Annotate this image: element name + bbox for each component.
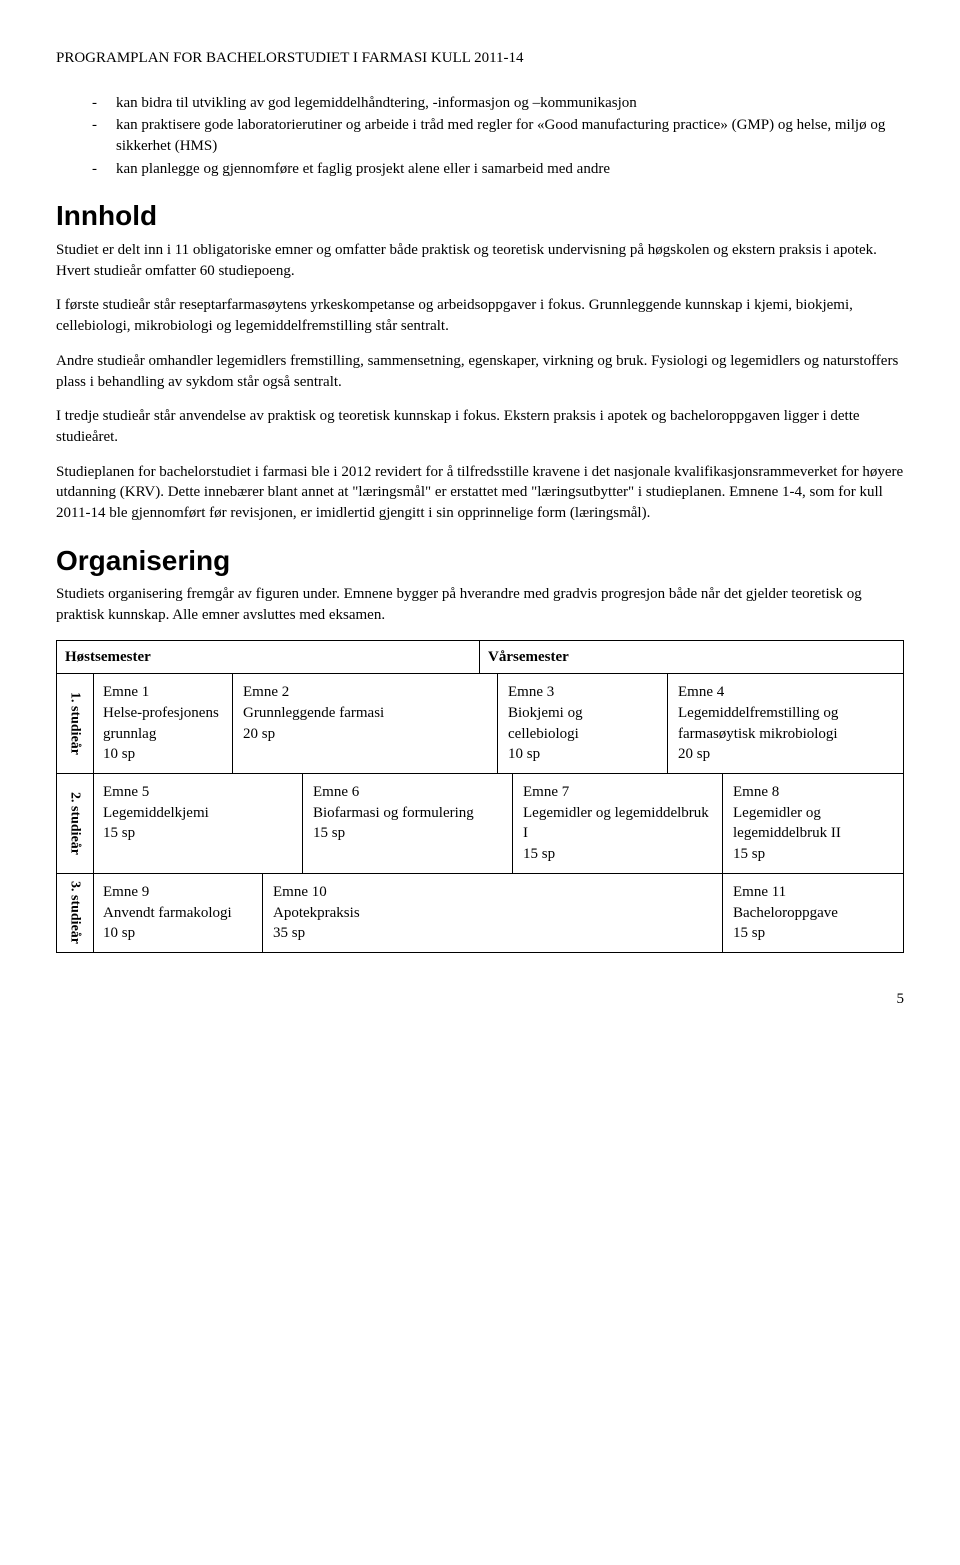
- paragraph: Studiet er delt inn i 11 obligatoriske e…: [56, 240, 904, 281]
- course-cell: Emne 8 Legemidler og legemiddelbruk II 1…: [723, 774, 903, 873]
- course-title: Anvendt farmakologi: [103, 903, 252, 924]
- course-cell: Emne 7 Legemidler og legemiddelbruk I 15…: [513, 774, 723, 873]
- paragraph: I første studieår står reseptarfarmasøyt…: [56, 295, 904, 336]
- course-credits: 20 sp: [678, 744, 893, 765]
- course-number: Emne 9: [103, 882, 252, 903]
- paragraph: Studiets organisering fremgår av figuren…: [56, 584, 904, 625]
- course-cell: Emne 2 Grunnleggende farmasi 20 sp: [233, 674, 498, 773]
- course-cell: Emne 6 Biofarmasi og formulering 15 sp: [303, 774, 513, 873]
- course-title: Grunnleggende farmasi: [243, 703, 487, 724]
- paragraph: I tredje studieår står anvendelse av pra…: [56, 406, 904, 447]
- course-cell: Emne 4 Legemiddelfremstilling og farmasø…: [668, 674, 903, 773]
- study-plan-table: Høstsemester Vårsemester 1. studieår Emn…: [56, 640, 904, 953]
- table-header-cell: Høstsemester: [57, 641, 480, 674]
- course-title: Biofarmasi og formulering: [313, 803, 502, 824]
- course-credits: 10 sp: [103, 923, 252, 944]
- list-item: kan planlegge og gjennomføre et faglig p…: [92, 159, 904, 180]
- course-number: Emne 8: [733, 782, 893, 803]
- table-row: 3. studieår Emne 9 Anvendt farmakologi 1…: [57, 874, 903, 952]
- course-credits: 15 sp: [523, 844, 712, 865]
- course-cell: Emne 9 Anvendt farmakologi 10 sp: [93, 874, 263, 952]
- course-cell: Emne 3 Biokjemi og cellebiologi 10 sp: [498, 674, 668, 773]
- course-number: Emne 2: [243, 682, 487, 703]
- course-credits: 15 sp: [313, 823, 502, 844]
- year-label: 2. studieår: [57, 774, 94, 873]
- course-number: Emne 3: [508, 682, 657, 703]
- course-cell: Emne 5 Legemiddelkjemi 15 sp: [93, 774, 303, 873]
- course-title: Legemiddelkjemi: [103, 803, 292, 824]
- course-number: Emne 11: [733, 882, 893, 903]
- course-credits: 15 sp: [733, 844, 893, 865]
- table-header-cell: Vårsemester: [480, 641, 903, 674]
- course-number: Emne 1: [103, 682, 222, 703]
- year-label: 3. studieår: [57, 874, 94, 952]
- course-cell: Emne 11 Bacheloroppgave 15 sp: [723, 874, 903, 952]
- course-title: Apotekpraksis: [273, 903, 712, 924]
- competencies-list: kan bidra til utvikling av god legemidde…: [56, 93, 904, 180]
- course-title: Bacheloroppgave: [733, 903, 893, 924]
- paragraph: Studieplanen for bachelorstudiet i farma…: [56, 462, 904, 524]
- course-credits: 15 sp: [103, 823, 292, 844]
- list-item: kan bidra til utvikling av god legemidde…: [92, 93, 904, 114]
- section-title-innhold: Innhold: [56, 197, 904, 236]
- course-credits: 10 sp: [103, 744, 222, 765]
- course-number: Emne 5: [103, 782, 292, 803]
- course-number: Emne 7: [523, 782, 712, 803]
- course-cell: Emne 10 Apotekpraksis 35 sp: [263, 874, 723, 952]
- paragraph: Andre studieår omhandler legemidlers fre…: [56, 351, 904, 392]
- course-number: Emne 4: [678, 682, 893, 703]
- table-row: 2. studieår Emne 5 Legemiddelkjemi 15 sp…: [57, 774, 903, 874]
- course-title: Legemiddelfremstilling og farmasøytisk m…: [678, 703, 893, 744]
- course-number: Emne 6: [313, 782, 502, 803]
- course-credits: 35 sp: [273, 923, 712, 944]
- course-title: Legemidler og legemiddelbruk I: [523, 803, 712, 844]
- section-title-organisering: Organisering: [56, 542, 904, 581]
- year-label: 1. studieår: [57, 674, 94, 773]
- course-credits: 20 sp: [243, 724, 487, 745]
- course-credits: 10 sp: [508, 744, 657, 765]
- course-cell: Emne 1 Helse-profesjonens grunnlag 10 sp: [93, 674, 233, 773]
- table-row: 1. studieår Emne 1 Helse-profesjonens gr…: [57, 674, 903, 774]
- course-number: Emne 10: [273, 882, 712, 903]
- list-item: kan praktisere gode laboratorierutiner o…: [92, 115, 904, 156]
- course-title: Biokjemi og cellebiologi: [508, 703, 657, 744]
- course-title: Legemidler og legemiddelbruk II: [733, 803, 893, 844]
- course-credits: 15 sp: [733, 923, 893, 944]
- table-header-row: Høstsemester Vårsemester: [57, 641, 903, 675]
- page-number: 5: [56, 989, 904, 1010]
- course-title: Helse-profesjonens grunnlag: [103, 703, 222, 744]
- page-header: PROGRAMPLAN FOR BACHELORSTUDIET I FARMAS…: [56, 48, 904, 69]
